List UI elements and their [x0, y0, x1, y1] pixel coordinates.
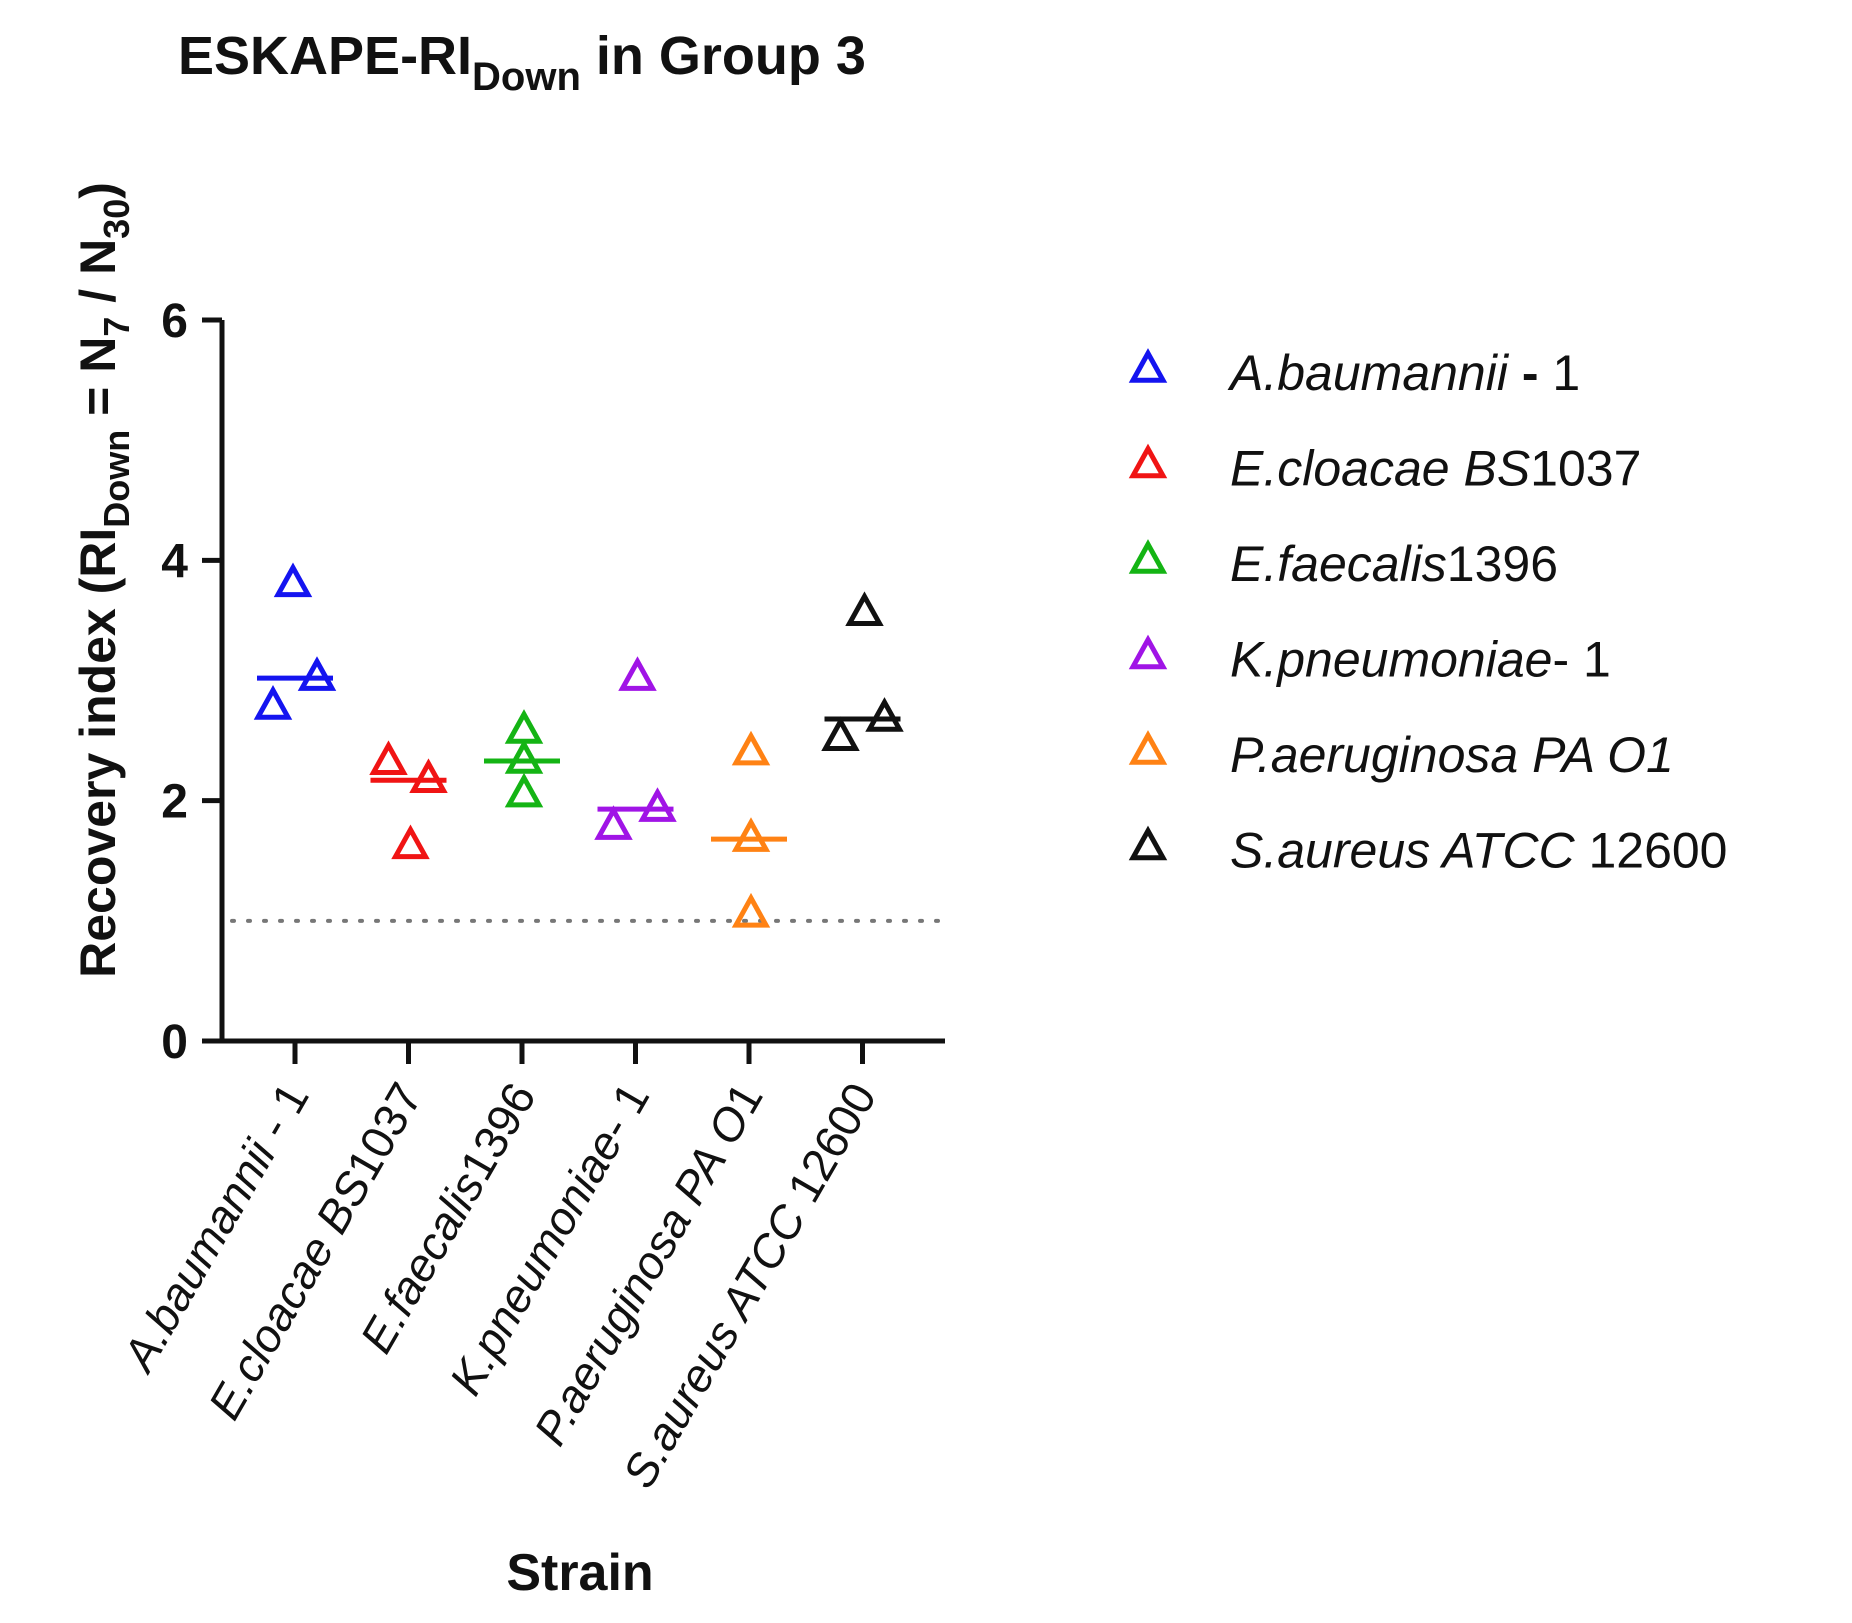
- legend-label: P.aeruginosa PA O1: [1230, 727, 1674, 783]
- legend-marker: [1128, 825, 1168, 861]
- data-point: [369, 740, 408, 775]
- x-ticks: A.baumannii - 1E.cloacae BS1037E.faecali…: [111, 1041, 886, 1496]
- legend: A.baumannii - 1 E.cloacae BS1037 E.faecali…: [1128, 345, 1728, 879]
- y-tick-label: 6: [161, 295, 188, 348]
- legend-marker: [1128, 443, 1168, 479]
- x-tick-label: E.cloacae BS1037: [198, 1074, 432, 1428]
- data-point: [618, 656, 657, 691]
- data-point: [731, 817, 771, 852]
- legend-label: E.faecalis1396: [1230, 536, 1558, 592]
- y-axis-label: Recovery index (RIDown = N7 / N30): [70, 182, 137, 978]
- legend-marker: [1128, 348, 1168, 383]
- data-point: [594, 805, 633, 840]
- legend-label: K.pneumoniae- 1: [1230, 632, 1611, 688]
- data-point: [638, 787, 677, 822]
- data-point: [845, 591, 884, 626]
- y-tick-label: 0: [161, 1016, 188, 1069]
- data-point: [253, 685, 293, 720]
- data-point: [731, 892, 771, 928]
- legend-label: A.baumannii - 1: [1227, 345, 1580, 401]
- legend-marker: [1128, 634, 1168, 670]
- x-axis-label: Strain: [506, 1544, 653, 1602]
- y-tick-label: 4: [161, 535, 188, 588]
- data-point: [409, 758, 448, 793]
- data-point: [865, 697, 904, 732]
- data-marks: [253, 562, 904, 928]
- y-ticks: 0 2 4 6: [161, 295, 222, 1069]
- data-point: [504, 772, 544, 808]
- chart-title: ESKAPE-RIDown in Group 3: [178, 26, 866, 99]
- legend-label: S.aureus ATCC 12600: [1230, 823, 1728, 879]
- data-point: [273, 562, 313, 598]
- legend-label: E.cloacae BS1037: [1230, 441, 1641, 497]
- legend-marker: [1128, 730, 1168, 765]
- y-tick-label: 2: [161, 776, 188, 829]
- data-point: [297, 656, 337, 691]
- legend-marker: [1128, 539, 1168, 574]
- data-point: [731, 730, 771, 766]
- data-point: [391, 824, 430, 860]
- data-point: [821, 716, 860, 751]
- data-point: [504, 709, 544, 744]
- data-point: [504, 739, 544, 774]
